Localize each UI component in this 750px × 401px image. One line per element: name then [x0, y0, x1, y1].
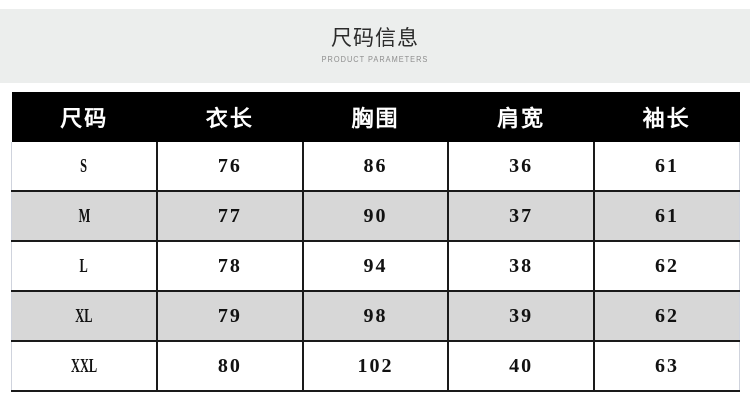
cell-length: 76 — [156, 142, 304, 191]
table-row: L 78 94 38 62 — [11, 240, 740, 291]
value-shoulder: 37 — [509, 204, 534, 227]
value-length: 78 — [217, 254, 242, 277]
value-length: 77 — [217, 204, 242, 227]
page-title: 尺码信息 — [331, 27, 419, 50]
size-table-container: 尺码 衣长 胸围 肩宽 袖长 S 76 86 36 61 M 77 — [11, 92, 740, 392]
page-subtitle: PRODUCT PARAMETERS — [321, 55, 429, 64]
cell-length: 77 — [156, 190, 304, 241]
cell-size: XXL — [11, 340, 159, 392]
table-row: XL 79 98 39 62 — [11, 290, 740, 341]
cell-sleeve: 62 — [592, 240, 740, 291]
cell-size: XL — [11, 290, 159, 341]
value-shoulder: 36 — [509, 154, 534, 177]
cell-length: 78 — [156, 240, 304, 291]
value-bust: 98 — [363, 304, 388, 327]
column-header-sleeve: 袖长 — [642, 106, 691, 131]
cell-shoulder: 36 — [447, 142, 595, 191]
size-label: XL — [75, 304, 93, 327]
cell-sleeve: 62 — [592, 290, 740, 341]
table-row: M 77 90 37 61 — [11, 190, 740, 241]
cell-bust: 102 — [301, 340, 450, 392]
cell-bust: 94 — [301, 240, 450, 291]
cell-shoulder: 37 — [447, 190, 595, 241]
value-bust: 90 — [363, 204, 388, 227]
size-label: S — [80, 154, 88, 177]
cell-size: S — [11, 142, 159, 191]
table-row: XXL 80 102 40 63 — [11, 340, 740, 392]
table-header: 尺码 衣长 胸围 肩宽 袖长 — [11, 92, 740, 142]
value-bust: 102 — [357, 354, 394, 377]
value-sleeve: 61 — [654, 204, 679, 227]
cell-length: 79 — [156, 290, 304, 341]
table-row: S 76 86 36 61 — [11, 142, 740, 191]
value-sleeve: 62 — [654, 304, 679, 327]
column-header-bust: 胸围 — [351, 106, 400, 131]
column-header-shoulder: 肩宽 — [497, 106, 546, 131]
cell-size: M — [11, 190, 159, 241]
value-sleeve: 62 — [654, 254, 679, 277]
column-header-length: 衣长 — [205, 106, 254, 131]
table-header-row: 尺码 衣长 胸围 肩宽 袖长 — [11, 92, 740, 142]
value-shoulder: 39 — [509, 304, 534, 327]
value-length: 79 — [217, 304, 242, 327]
cell-bust: 90 — [301, 190, 450, 241]
value-shoulder: 38 — [509, 254, 534, 277]
cell-shoulder: 40 — [447, 340, 595, 392]
cell-bust: 86 — [301, 142, 450, 191]
value-length: 76 — [217, 154, 242, 177]
value-bust: 86 — [363, 154, 388, 177]
cell-sleeve: 61 — [592, 142, 740, 191]
cell-sleeve: 63 — [592, 340, 740, 392]
cell-shoulder: 38 — [447, 240, 595, 291]
cell-size: L — [11, 240, 159, 291]
size-label: L — [79, 254, 89, 277]
value-sleeve: 63 — [654, 354, 679, 377]
cell-bust: 98 — [301, 290, 450, 341]
title-band: 尺码信息 PRODUCT PARAMETERS — [0, 9, 750, 83]
value-sleeve: 61 — [654, 154, 679, 177]
size-label: XXL — [70, 354, 98, 377]
column-header-size: 尺码 — [60, 106, 109, 131]
value-shoulder: 40 — [509, 354, 534, 377]
value-bust: 94 — [363, 254, 388, 277]
cell-shoulder: 39 — [447, 290, 595, 341]
table-body: S 76 86 36 61 M 77 90 37 61 L 78 94 — [11, 142, 740, 392]
cell-sleeve: 61 — [592, 190, 740, 241]
value-length: 80 — [217, 354, 242, 377]
cell-length: 80 — [156, 340, 304, 392]
size-table: 尺码 衣长 胸围 肩宽 袖长 S 76 86 36 61 M 77 — [11, 92, 740, 392]
size-label: M — [78, 204, 90, 227]
